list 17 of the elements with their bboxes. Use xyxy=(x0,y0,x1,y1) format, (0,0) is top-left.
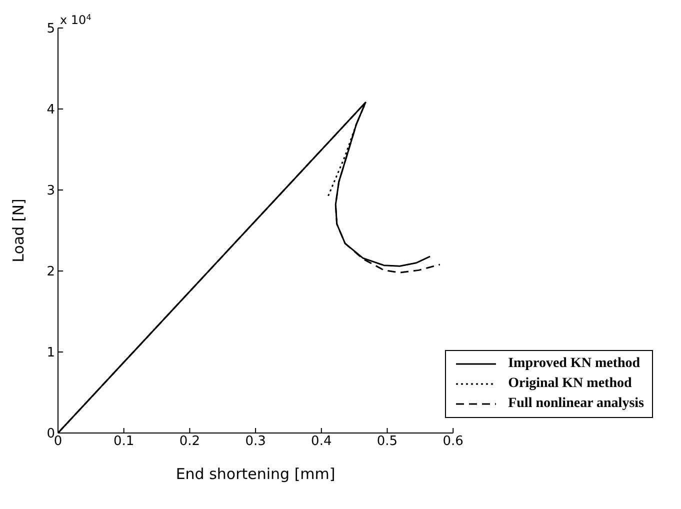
y-tick-label: 3 xyxy=(46,184,55,199)
x-tick-label: 0.4 xyxy=(311,434,332,450)
x-axis-title: End shortening [mm] xyxy=(176,465,336,483)
x-tick-label: 0.6 xyxy=(442,434,464,450)
legend-label: Improved KN method xyxy=(508,355,640,373)
y-axis-title: Load [N] xyxy=(9,198,28,262)
y-tick-label: 1 xyxy=(46,346,55,361)
y-tick-label: 5 xyxy=(46,22,55,37)
x-tick-label: 0.5 xyxy=(376,434,398,450)
x-tick-label: 0.1 xyxy=(114,434,134,450)
y-tick-label: 4 xyxy=(46,102,55,118)
legend-label: Original KN method xyxy=(508,375,632,393)
x-tick-label: 0.2 xyxy=(179,434,200,450)
legend-label: Full nonlinear analysis xyxy=(508,395,644,413)
x-tick-label: 0.3 xyxy=(245,434,266,450)
text: x 10$^{4}$ xyxy=(60,12,92,27)
y-tick-label: 2 xyxy=(46,264,55,280)
